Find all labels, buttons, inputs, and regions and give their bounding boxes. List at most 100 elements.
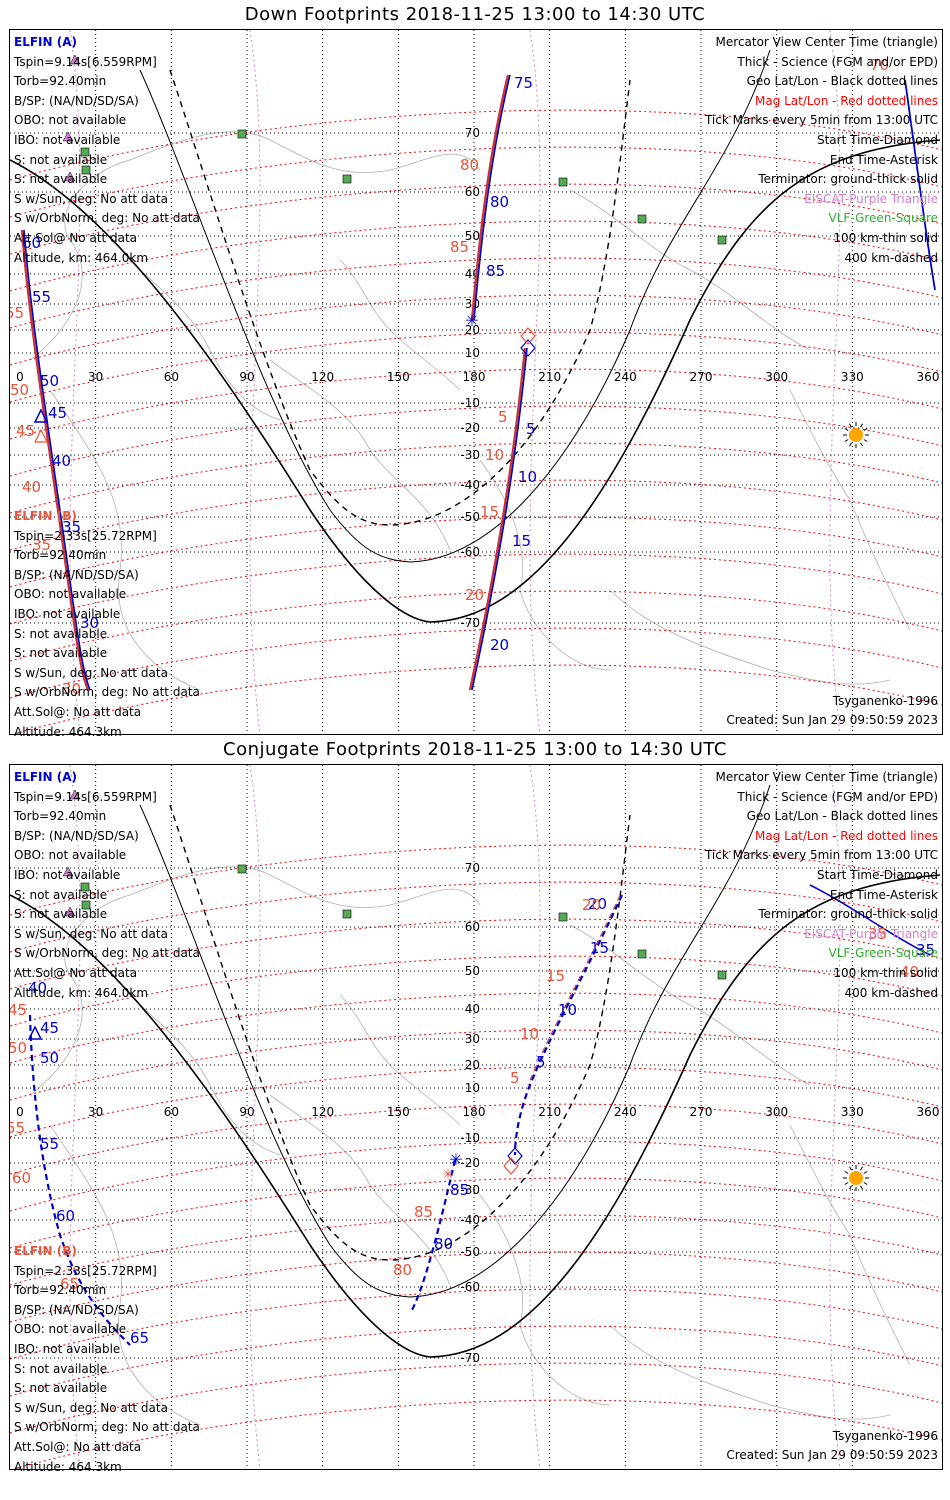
vlf-square bbox=[717, 970, 727, 980]
end-asterisk: ✳ bbox=[465, 311, 478, 330]
track-a-tick-label-red: 20 bbox=[465, 586, 484, 604]
lat-label: 20 bbox=[465, 323, 480, 337]
lon-label: 360 bbox=[917, 370, 940, 384]
track-a-tick-label: 20 bbox=[588, 895, 607, 913]
elfin-b-line: Att.Sol@: No att data bbox=[14, 704, 142, 719]
sun-icon bbox=[843, 422, 869, 448]
center-triangle bbox=[33, 408, 49, 423]
lon-label: 150 bbox=[387, 1105, 410, 1119]
coastlines bbox=[29, 131, 911, 691]
model-name: Tsyganenko-1996 bbox=[832, 693, 938, 708]
elfin-a-line: S: not available bbox=[14, 887, 108, 902]
elfin-a-info: ELFIN (A) Tspin=9.14s[6.559RPM] Torb=92.40… bbox=[14, 768, 200, 1003]
vlf-square bbox=[637, 949, 647, 959]
vlf-square bbox=[81, 165, 91, 175]
elfin-a-line: S w/OrbNorm, deg: No att data bbox=[14, 211, 200, 226]
lon-label: 60 bbox=[164, 370, 179, 384]
lat-label: 10 bbox=[465, 346, 480, 360]
track-a-tick-label-red: 5 bbox=[498, 408, 508, 426]
center-triangle bbox=[27, 1025, 43, 1040]
mag-grid bbox=[10, 844, 942, 1469]
legend-item: Thick - Science (FGM and/or EPD) bbox=[737, 54, 938, 69]
elfin-a-info: ELFIN (A) Tspin=9.14s[6.559RPM] Torb=92.40… bbox=[14, 33, 200, 268]
elfin-a-line: Altitude, km: 464.0km bbox=[14, 250, 149, 265]
elfin-b-line: Tspin=2.33s[25.72RPM] bbox=[14, 1263, 157, 1278]
track-b-tick-label: 35 bbox=[62, 518, 81, 536]
terminator-100km bbox=[139, 49, 771, 563]
lat-label: 70 bbox=[465, 126, 480, 140]
track-a-tick-label-red: 10 bbox=[520, 1025, 539, 1043]
track-a-tick-label: 5 bbox=[536, 1053, 546, 1071]
elfin-b-line: S: not available bbox=[14, 1381, 108, 1396]
lon-label: 180 bbox=[463, 1105, 486, 1119]
legend-item: Terminator: ground-thick solid bbox=[758, 907, 938, 922]
track-b-tick-label: 50 bbox=[40, 1049, 59, 1067]
elfin-c-track bbox=[809, 884, 931, 956]
lat-label: -30 bbox=[460, 1183, 480, 1197]
lon-label: 30 bbox=[88, 1105, 103, 1119]
track-a-tick-label: 5 bbox=[526, 420, 536, 438]
lon-label: 60 bbox=[164, 1105, 179, 1119]
track-b-tick-label: 40 bbox=[28, 979, 47, 997]
track-a-tick-label-red: 70 bbox=[870, 56, 889, 74]
longitude-labels: 0 30 60 90 120 150 180 210 240 270 300 330 360 bbox=[16, 1105, 939, 1119]
legend-item: Terminator: ground-thick solid bbox=[758, 172, 938, 187]
track-b-tick-label-red: 45 bbox=[10, 1001, 27, 1019]
legend-item: 100 km-thin solid bbox=[833, 230, 938, 245]
legend-item: End Time-Asterisk bbox=[829, 152, 938, 167]
geo-grid bbox=[10, 30, 942, 734]
lat-label: -30 bbox=[460, 448, 480, 462]
lon-label: 180 bbox=[463, 370, 486, 384]
legend-item: Mercator View Center Time (triangle) bbox=[715, 770, 938, 784]
legend-item: Tick Marks every 5min from 13:00 UTC bbox=[704, 848, 938, 863]
elfin-a-track-south bbox=[471, 347, 528, 691]
center-triangle-b bbox=[34, 428, 48, 443]
start-diamond-b bbox=[520, 327, 536, 345]
eiscat-triangle bbox=[64, 171, 76, 182]
elfin-c-track bbox=[904, 79, 936, 291]
track-a-tick-label-red: 15 bbox=[480, 503, 499, 521]
track-b-tick-label: 65 bbox=[130, 1329, 149, 1347]
elfin-a-track-south-science bbox=[468, 347, 527, 691]
track-a-tick-label: 75 bbox=[514, 74, 533, 92]
vlf-square bbox=[717, 235, 727, 245]
track-b-tick-label: 30 bbox=[80, 614, 99, 632]
vlf-square bbox=[80, 882, 90, 892]
elfin-b-line: B/SP: (NA/ND/SD/SA) bbox=[14, 567, 139, 582]
track-b-tick-label-red: 45 bbox=[16, 422, 35, 440]
elfin-b-line: S: not available bbox=[14, 626, 108, 641]
lat-label: 60 bbox=[465, 920, 480, 934]
elfin-a-line: S: not available bbox=[14, 172, 108, 187]
vlf-square bbox=[558, 912, 568, 922]
legend: Mercator View Center Time (triangle) Thic… bbox=[705, 768, 938, 1003]
elfin-a-line: Att.Sol@ No att data bbox=[14, 965, 138, 980]
lat-label: 10 bbox=[465, 1081, 480, 1095]
legend-item: Geo Lat/Lon - Black dotted lines bbox=[746, 809, 938, 824]
vlf-stations bbox=[80, 864, 727, 980]
lat-label: -70 bbox=[460, 1351, 480, 1365]
track-a-tick-label: 10 bbox=[518, 468, 537, 486]
start-diamond bbox=[507, 1147, 523, 1165]
elfin-a-line: B/SP: (NA/ND/SD/SA) bbox=[14, 93, 139, 108]
elfin-b-line: Tspin=2.33s[25.72RPM] bbox=[14, 528, 157, 543]
elfin-b-line: S w/OrbNorm, deg: No att data bbox=[14, 685, 200, 700]
legend-item: 100 km-thin solid bbox=[833, 965, 938, 980]
eiscat-triangle bbox=[69, 54, 81, 65]
track-a-tick-label: 80 bbox=[490, 193, 509, 211]
elfin-b-line: IBO: not available bbox=[14, 606, 121, 621]
map-canvas: 70 60 50 40 30 20 10 -10 -20 -30 -40 -50 -60 -70 0 30 60… bbox=[10, 765, 942, 1469]
terminator-400km bbox=[169, 69, 631, 526]
eiscat-triangle bbox=[64, 906, 76, 917]
elfin-b-line: Torb=92.40min bbox=[14, 1283, 107, 1298]
lon-label: 240 bbox=[614, 370, 637, 384]
track-b-tick-label-red: 55 bbox=[10, 1119, 25, 1137]
elfin-b-line: Altitude: 464.3km bbox=[14, 724, 122, 739]
mag-meridians bbox=[69, 765, 841, 1469]
legend-item: Mag Lat/Lon - Red dotted lines bbox=[754, 828, 938, 843]
lon-label: 0 bbox=[16, 370, 24, 384]
lon-label: 330 bbox=[841, 1105, 864, 1119]
elfin-b-line: S: not available bbox=[14, 1361, 108, 1376]
elfin-b-line: Altitude: 464.3km bbox=[14, 1459, 122, 1474]
lat-label: -50 bbox=[460, 1245, 480, 1259]
lat-label: -60 bbox=[460, 1280, 480, 1294]
